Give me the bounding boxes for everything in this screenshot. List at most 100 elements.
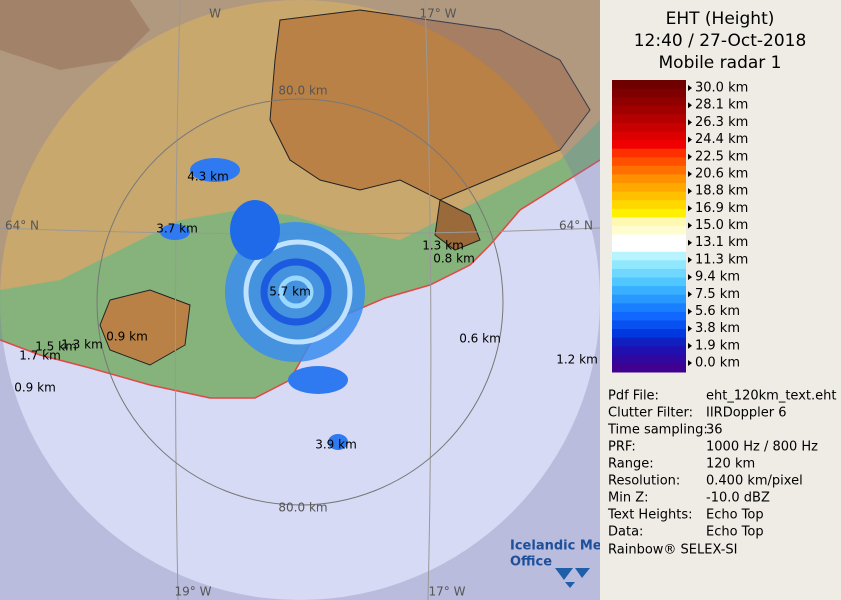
echo-top-label: 1.3 km [61,338,103,352]
legend-pointer [688,153,692,160]
info-value: 1000 Hz / 800 Hz [706,440,818,455]
legend-label: 30.0 km [695,81,748,96]
colorbar-band [612,277,686,287]
colorbar-band [612,80,686,90]
logo [555,568,590,588]
echo-top-label: 1.5 km [35,340,77,354]
colorbar-band [612,268,686,279]
legend-label: 26.3 km [695,115,748,130]
logo-text: Office [510,555,552,570]
latitude-label: 64° N [559,219,593,233]
legend-pointer [688,188,692,195]
colorbar-band [612,286,686,296]
info-label: Resolution: [608,474,680,489]
info-value: -10.0 dBZ [706,491,770,506]
echo-top-label: 1.3 km [422,239,464,253]
legend-label: 5.6 km [695,304,740,319]
range-label: 80.0 km [278,501,327,515]
colorbar-band [612,208,686,218]
logo-text: Icelandic Met [510,539,600,554]
colorbar-band [612,131,686,141]
colorbar-band [612,354,686,364]
glacier [99,289,191,366]
legend-pointer [688,102,692,109]
footer: Rainbow® SELEX-SI [608,543,738,558]
echo-top-label: 0.9 km [106,330,148,344]
info-label: Text Heights: [607,508,693,523]
echo-top-label: 3.9 km [315,438,357,452]
legend-pointer [688,256,692,263]
colorbar-band [612,200,686,210]
legend-label: 24.4 km [695,132,748,147]
info-label: Min Z: [608,491,649,506]
info-value: eht_120km_text.eht [706,389,836,404]
legend-label: 3.8 km [695,321,740,336]
echo [190,158,240,182]
legend-pointer [688,222,692,229]
latitude-label: 64° N [5,219,39,233]
info-value: Echo Top [706,525,764,540]
echo-top-label: 0.8 km [433,252,475,266]
info-label: Clutter Filter: [608,406,693,421]
glacier [269,9,591,201]
colorbar-band [612,217,686,227]
logo-mark [555,568,590,588]
colorbar-band [612,140,686,150]
colorbar-band [612,294,686,304]
colorbar-band [612,191,686,201]
legend-pointer [688,308,692,315]
echo-top-label: 3.7 km [156,222,198,236]
info-label: PRF: [608,440,636,455]
legend-pointer [688,291,692,298]
legend-label: 9.4 km [695,270,740,285]
colorbar-band [612,251,686,261]
echo [243,239,353,345]
info-value: 0.400 km/pixel [706,474,803,489]
colorbar-band [612,311,686,321]
colorbar-band [612,346,686,356]
echoes [160,158,365,450]
legend-label: 7.5 km [695,287,740,302]
colorbar-band [612,97,686,107]
land-highland [0,0,150,70]
longitude-label: W [209,7,221,21]
legend-label: 15.0 km [695,218,748,233]
legend-pointer [688,205,692,212]
echo [260,258,332,326]
legend-label: 22.5 km [695,149,748,164]
echo [278,275,314,309]
echo-top-label: 5.7 km [269,285,311,299]
longitude-label: 19° W [175,585,212,599]
colorbar-band [612,174,686,184]
panel-title: Mobile radar 1 [659,53,782,73]
legend-label: 1.9 km [695,338,740,353]
radar-map: W 17° W 80.0 km 80.0 km 64° N 64° N 19° W 17° W… [0,0,600,600]
legend-pointer [688,170,692,177]
legend-pointer [688,274,692,281]
legend-pointer [688,325,692,332]
longitude-label: 17° W [420,7,457,21]
echo-top-label: 4.3 km [187,170,229,184]
legend-pointer [688,239,692,246]
colorbar-band [612,303,686,313]
info-label: Time sampling: [607,423,708,438]
colorbar-band [612,122,686,133]
range-ring [96,98,504,506]
glacier [434,199,481,251]
info-label: Data: [608,525,643,540]
legend-label: 11.3 km [695,252,748,267]
panel-title: 12:40 / 27-Oct-2018 [634,31,807,51]
meridian [174,0,181,600]
echo-top-label: 1.2 km [556,353,598,367]
colorbar-band [612,88,686,98]
info-label: Pdf File: [608,389,659,404]
colorbar-band [612,165,686,175]
legend-pointer [688,342,692,349]
colorbar-band [612,157,686,167]
legend-label: 13.1 km [695,235,748,250]
echo [230,200,280,260]
echo-top-label: 1.7 km [19,349,61,363]
colorbar-band [612,260,686,270]
legend-label: 0.0 km [695,356,740,371]
echo-top-label: 0.6 km [459,332,501,346]
